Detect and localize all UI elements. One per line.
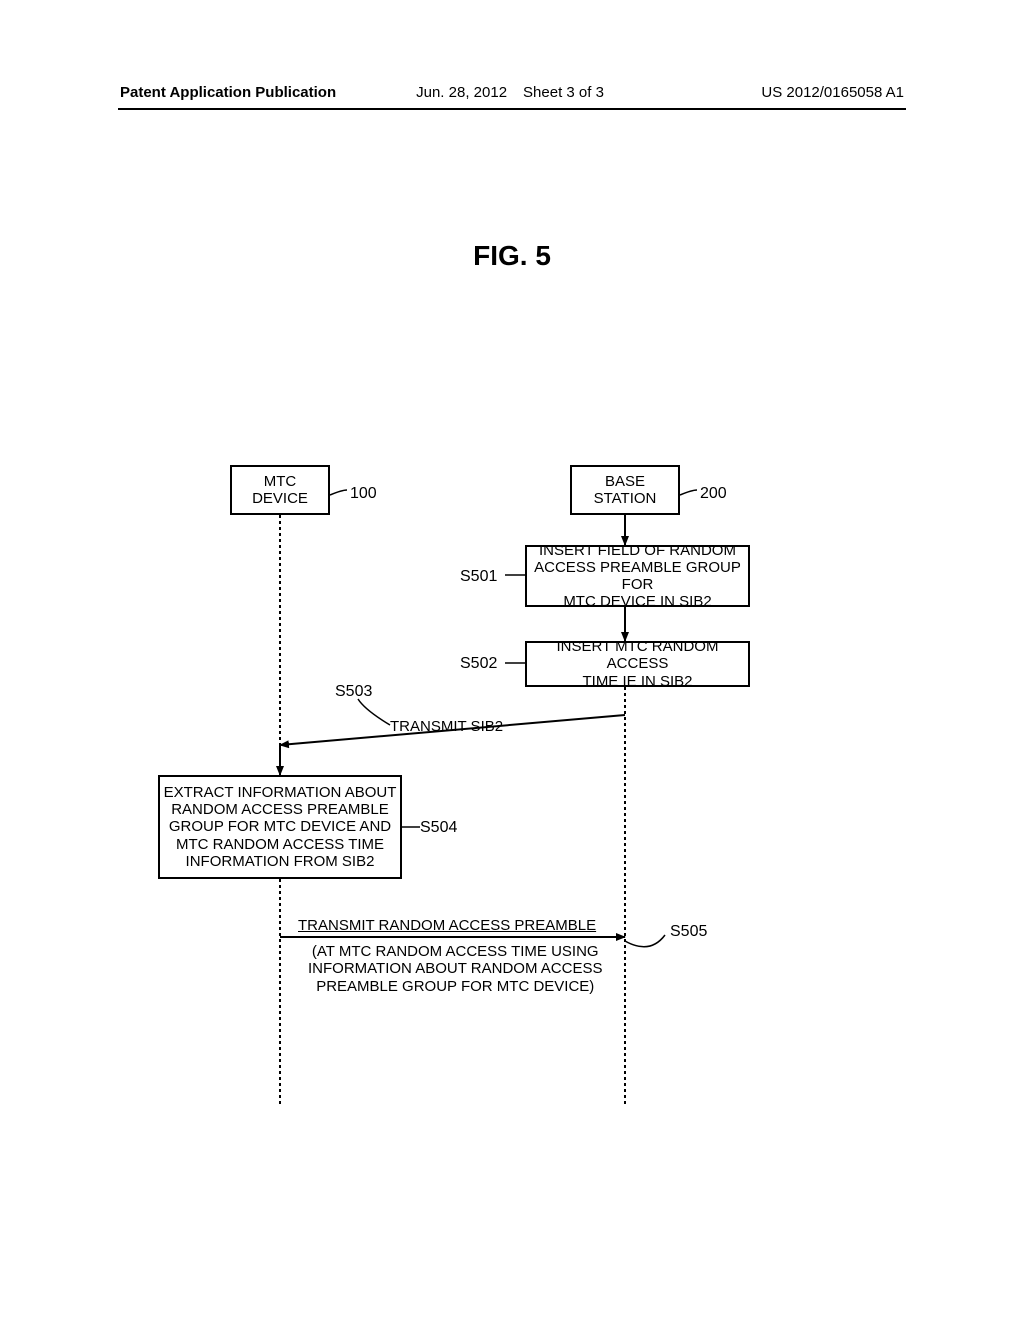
sequence-diagram: MTCDEVICE 100 BASESTATION 200 INSERT FIE… [140, 465, 880, 1115]
diagram-svg [140, 465, 880, 1115]
page-header: Patent Application Publication Jun. 28, … [0, 84, 1024, 101]
figure-title: FIG. 5 [0, 240, 1024, 272]
publication-date: Jun. 28, 2012 [416, 84, 507, 101]
publication-number: US 2012/0165058 A1 [761, 84, 904, 101]
sheet-number: Sheet 3 of 3 [523, 84, 604, 101]
publication-label: Patent Application Publication [120, 84, 336, 101]
header-rule [118, 108, 906, 110]
page: Patent Application Publication Jun. 28, … [0, 0, 1024, 1320]
